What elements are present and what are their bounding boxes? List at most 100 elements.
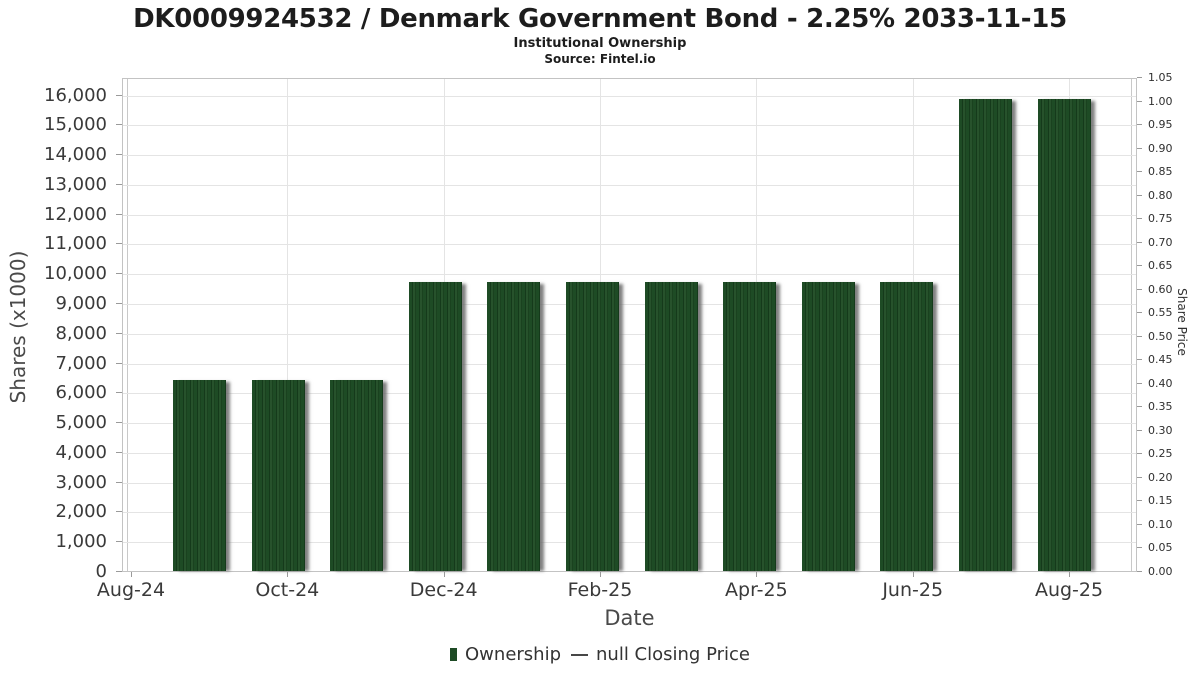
legend-item-closing-price[interactable]: null Closing Price bbox=[571, 644, 750, 665]
y-axis-left-tick bbox=[116, 243, 122, 245]
gridline-vertical bbox=[287, 79, 289, 571]
y-axis-right-tick-label: 0.35 bbox=[1148, 400, 1173, 414]
gridline-horizontal bbox=[123, 95, 1136, 97]
chart-title: DK0009924532 / Denmark Government Bond -… bbox=[133, 4, 1067, 34]
gridline-horizontal bbox=[123, 393, 1136, 395]
y-axis-right-tick-label: 0.80 bbox=[1148, 188, 1173, 202]
gridline-horizontal bbox=[123, 274, 1136, 276]
y-axis-right-tick bbox=[1137, 312, 1142, 314]
gridline-horizontal bbox=[123, 333, 1136, 335]
bar-nov-24[interactable] bbox=[330, 380, 384, 571]
gridline-horizontal bbox=[123, 542, 1136, 544]
gridline-horizontal bbox=[123, 304, 1136, 305]
y-axis-right-tick-label: 0.00 bbox=[1148, 565, 1173, 578]
bar-jan-25[interactable] bbox=[487, 282, 541, 571]
x-axis-tick bbox=[756, 572, 758, 577]
x-axis-tick-label: Aug-24 bbox=[96, 579, 166, 601]
y-axis-left-tick bbox=[116, 362, 122, 364]
y-axis-right-tick-label: 0.40 bbox=[1148, 376, 1173, 390]
y-axis-right-tick-label: 0.30 bbox=[1148, 423, 1173, 437]
y-axis-left-tick bbox=[116, 541, 122, 543]
gridline-horizontal bbox=[123, 155, 1136, 157]
gridline-horizontal bbox=[123, 214, 1136, 216]
y-axis-left-tick bbox=[116, 481, 122, 483]
y-axis-left-tick bbox=[116, 124, 122, 126]
y-axis-right-tick bbox=[1137, 406, 1142, 408]
legend: Ownership null Closing Price bbox=[0, 644, 1200, 665]
y-axis-right-tick-label: 1.00 bbox=[1148, 94, 1173, 108]
y-axis-right-tick bbox=[1137, 147, 1142, 149]
x-axis-title: Date bbox=[604, 606, 655, 630]
bar-may-25[interactable] bbox=[801, 282, 855, 571]
y-axis-right-tick bbox=[1137, 429, 1142, 431]
y-axis-left-tick-label: 6,000 bbox=[55, 382, 107, 404]
legend-item-ownership[interactable]: Ownership bbox=[450, 644, 561, 665]
bar-feb-25[interactable] bbox=[566, 282, 619, 571]
x-axis-tick bbox=[912, 572, 914, 577]
gridline-horizontal bbox=[123, 452, 1136, 454]
y-axis-left-tick bbox=[116, 511, 122, 513]
gridline-horizontal bbox=[123, 482, 1136, 484]
x-axis-tick-label: Oct-24 bbox=[255, 579, 320, 601]
y-axis-left-tick-label: 9,000 bbox=[55, 293, 107, 314]
bar-jun-25[interactable] bbox=[880, 282, 934, 571]
y-axis-right-tick bbox=[1137, 476, 1142, 478]
y-axis-right-tick bbox=[1137, 571, 1142, 572]
y-axis-left-tick bbox=[116, 273, 122, 275]
bar-dec-24[interactable] bbox=[408, 282, 462, 571]
bar-apr-25[interactable] bbox=[723, 282, 777, 571]
y-axis-right-tick-label: 0.90 bbox=[1148, 141, 1173, 155]
ownership-series-swatch-icon bbox=[450, 648, 458, 661]
x-axis-tick bbox=[600, 572, 602, 577]
y-axis-right-tick bbox=[1137, 265, 1142, 267]
y-axis-left-tick bbox=[116, 392, 122, 394]
y-axis-left-tick bbox=[116, 154, 122, 156]
gridline-horizontal bbox=[123, 423, 1136, 425]
bar-oct-24[interactable] bbox=[251, 380, 305, 571]
y-axis-left-tick-label: 13,000 bbox=[44, 173, 107, 195]
chart-subtitle: Institutional Ownership bbox=[513, 36, 687, 51]
y-axis-right-tick bbox=[1137, 288, 1142, 290]
bar-aug-25[interactable] bbox=[1037, 99, 1091, 571]
y-axis-right-tick bbox=[1137, 453, 1142, 455]
y-axis-right-tick-label: 0.15 bbox=[1148, 494, 1173, 508]
y-axis-right-tick-label: 0.45 bbox=[1148, 353, 1173, 367]
y-axis-right-tick bbox=[1137, 500, 1142, 502]
bar-sep-24[interactable] bbox=[173, 380, 226, 571]
y-axis-right-tick-label: 1.05 bbox=[1148, 71, 1173, 84]
legend-label-ownership: Ownership bbox=[465, 644, 562, 665]
x-axis-tick bbox=[443, 572, 445, 577]
y-axis-left-tick-label: 16,000 bbox=[44, 84, 107, 106]
y-axis-left-tick bbox=[116, 451, 122, 453]
y-axis-left-tick-label: 3,000 bbox=[55, 471, 107, 493]
y-axis-right-tick bbox=[1137, 335, 1142, 337]
y-axis-left-tick-label: 14,000 bbox=[44, 144, 107, 166]
y-axis-left-tick-label: 11,000 bbox=[44, 233, 107, 255]
gridline-horizontal bbox=[123, 512, 1136, 514]
y-axis-right-tick bbox=[1137, 382, 1142, 384]
y-axis-right-tick-label: 0.50 bbox=[1148, 329, 1173, 343]
y-axis-left-tick bbox=[116, 183, 122, 185]
x-axis-tick-label: Aug-25 bbox=[1034, 579, 1104, 601]
y-axis-left-tick-label: 8,000 bbox=[55, 322, 107, 344]
x-axis-tick bbox=[1069, 572, 1071, 577]
y-axis-right-tick-label: 0.70 bbox=[1148, 235, 1173, 249]
x-axis-tick-label: Dec-24 bbox=[409, 579, 478, 601]
y-axis-left-tick-label: 15,000 bbox=[44, 114, 107, 136]
y-axis-right-tick bbox=[1137, 100, 1142, 102]
x-axis-tick-label: Feb-25 bbox=[567, 579, 633, 601]
y-axis-left-tick-label: 2,000 bbox=[55, 501, 107, 523]
y-axis-right-tick-label: 0.55 bbox=[1148, 306, 1173, 320]
closing-price-series-line-icon bbox=[571, 653, 589, 656]
y-axis-left-tick bbox=[116, 303, 122, 304]
y-axis-right-tick bbox=[1137, 523, 1142, 525]
y-axis-left-tick bbox=[116, 422, 122, 424]
y-axis-line-left bbox=[127, 79, 128, 571]
y-axis-right-tick bbox=[1137, 359, 1142, 361]
bar-mar-25[interactable] bbox=[644, 282, 698, 571]
bar-jul-25[interactable] bbox=[959, 99, 1012, 571]
y-axis-right-tick-label: 0.60 bbox=[1148, 282, 1173, 296]
y-axis-left-tick-label: 12,000 bbox=[44, 203, 107, 225]
y-axis-left-tick bbox=[116, 94, 122, 96]
plot-area bbox=[122, 78, 1137, 572]
